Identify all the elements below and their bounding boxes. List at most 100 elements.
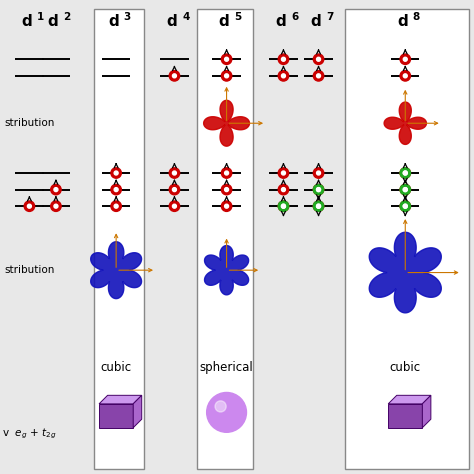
Polygon shape — [91, 242, 142, 299]
Circle shape — [278, 201, 289, 211]
Circle shape — [282, 204, 285, 208]
Circle shape — [400, 201, 410, 211]
Circle shape — [278, 184, 289, 195]
Text: 5: 5 — [234, 11, 241, 22]
Circle shape — [173, 171, 176, 175]
Circle shape — [317, 204, 320, 208]
Circle shape — [111, 201, 121, 211]
Circle shape — [313, 54, 324, 64]
Circle shape — [278, 168, 289, 178]
Circle shape — [54, 188, 58, 191]
Circle shape — [317, 188, 320, 191]
Polygon shape — [99, 395, 142, 404]
Circle shape — [278, 201, 289, 211]
Polygon shape — [99, 404, 133, 428]
Text: stribution: stribution — [5, 118, 55, 128]
Circle shape — [114, 171, 118, 175]
Circle shape — [403, 171, 407, 175]
Circle shape — [51, 201, 61, 211]
Circle shape — [225, 57, 228, 61]
Text: d: d — [219, 14, 229, 29]
Circle shape — [225, 188, 228, 191]
Circle shape — [400, 71, 410, 81]
Circle shape — [317, 171, 320, 175]
Circle shape — [282, 74, 285, 78]
Circle shape — [221, 54, 232, 64]
Polygon shape — [388, 404, 422, 428]
Circle shape — [282, 204, 285, 208]
Circle shape — [313, 184, 324, 195]
Circle shape — [317, 74, 320, 78]
Circle shape — [317, 57, 320, 61]
Text: d: d — [275, 14, 286, 29]
Circle shape — [221, 184, 232, 195]
Circle shape — [400, 201, 410, 211]
Polygon shape — [422, 395, 431, 428]
FancyBboxPatch shape — [345, 9, 469, 469]
Circle shape — [400, 184, 410, 195]
Circle shape — [400, 184, 410, 195]
Text: 4: 4 — [182, 11, 190, 22]
Circle shape — [215, 401, 226, 412]
Polygon shape — [133, 395, 142, 428]
Polygon shape — [205, 246, 248, 295]
Circle shape — [317, 188, 320, 191]
Circle shape — [282, 171, 285, 175]
Polygon shape — [369, 232, 441, 313]
Circle shape — [317, 204, 320, 208]
Circle shape — [403, 171, 407, 175]
Circle shape — [403, 188, 407, 191]
Circle shape — [221, 71, 232, 81]
Text: d: d — [310, 14, 321, 29]
Circle shape — [225, 171, 228, 175]
Circle shape — [51, 184, 61, 195]
Text: 8: 8 — [413, 11, 420, 22]
Text: d: d — [48, 14, 58, 29]
Circle shape — [111, 168, 121, 178]
Circle shape — [221, 168, 232, 178]
Circle shape — [225, 204, 228, 208]
Circle shape — [54, 204, 58, 208]
Text: d: d — [397, 14, 408, 29]
Text: 3: 3 — [124, 11, 131, 22]
Circle shape — [169, 184, 180, 195]
FancyBboxPatch shape — [197, 9, 253, 469]
Text: stribution: stribution — [5, 265, 55, 275]
Circle shape — [313, 168, 324, 178]
Circle shape — [169, 168, 180, 178]
Text: d: d — [108, 14, 118, 29]
FancyBboxPatch shape — [94, 9, 144, 469]
Circle shape — [207, 392, 246, 432]
Circle shape — [282, 188, 285, 191]
Circle shape — [173, 74, 176, 78]
Circle shape — [27, 204, 31, 208]
Polygon shape — [384, 102, 427, 145]
Circle shape — [173, 204, 176, 208]
Text: 7: 7 — [326, 11, 334, 22]
Text: v  $e_g$ + $t_{2g}$: v $e_g$ + $t_{2g}$ — [2, 427, 57, 441]
Circle shape — [225, 74, 228, 78]
Text: cubic: cubic — [390, 361, 421, 374]
Circle shape — [400, 168, 410, 178]
Circle shape — [111, 184, 121, 195]
Circle shape — [313, 184, 324, 195]
Circle shape — [400, 168, 410, 178]
Text: cubic: cubic — [100, 361, 132, 374]
Circle shape — [221, 201, 232, 211]
Polygon shape — [204, 100, 249, 146]
Circle shape — [403, 57, 407, 61]
Circle shape — [403, 204, 407, 208]
Circle shape — [24, 201, 35, 211]
Text: d: d — [21, 14, 32, 29]
Circle shape — [169, 71, 180, 81]
Circle shape — [403, 204, 407, 208]
Circle shape — [313, 71, 324, 81]
Circle shape — [313, 201, 324, 211]
Circle shape — [169, 201, 180, 211]
Text: spherical: spherical — [200, 361, 254, 374]
Text: 6: 6 — [291, 11, 298, 22]
Text: 1: 1 — [37, 11, 44, 22]
Circle shape — [278, 71, 289, 81]
Circle shape — [282, 57, 285, 61]
Circle shape — [114, 188, 118, 191]
